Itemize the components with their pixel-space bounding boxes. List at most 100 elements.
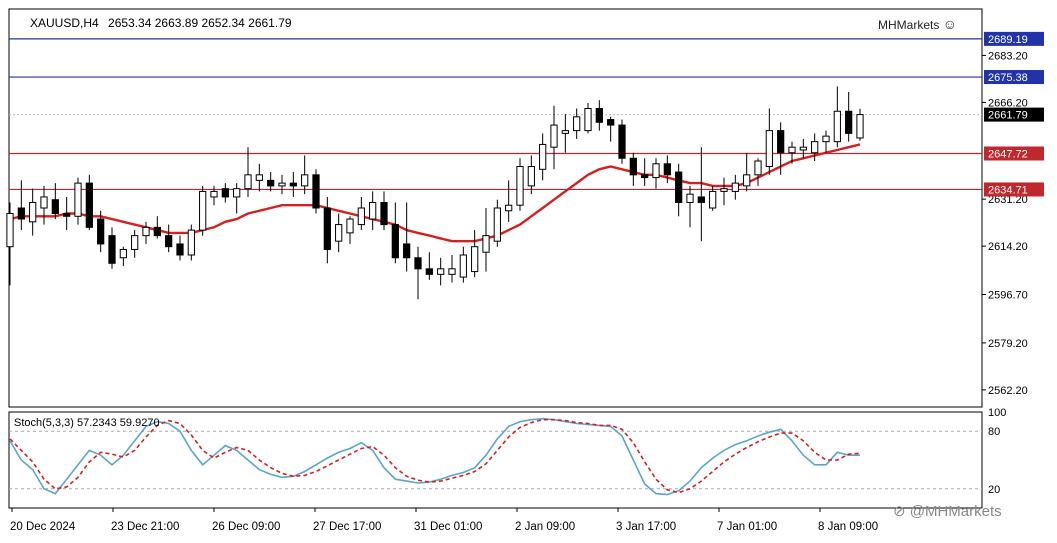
candle-body [482, 235, 490, 253]
stochastic-lines [9, 417, 861, 496]
last-price-label: 2661.79 [988, 110, 1028, 122]
candle-body [595, 108, 603, 123]
candle-body [720, 188, 728, 192]
candle-body [437, 268, 445, 275]
stochastic-main-line [9, 417, 860, 496]
candle-body [561, 130, 569, 134]
time-tick-label: 20 Dec 2024 [10, 521, 76, 533]
stochastic-title: Stoch(5,3,3) 57.2343 59.9270 [14, 417, 160, 429]
candle-body [323, 207, 331, 250]
stochastic-axis: 100 80 20 [988, 407, 1006, 496]
candle-body [131, 235, 139, 250]
candle-body [244, 174, 252, 190]
candle-body [573, 116, 581, 132]
level-badge-label: 2689.19 [988, 34, 1028, 46]
candle-body [754, 160, 762, 176]
candle-body [697, 196, 705, 203]
symbol-label: XAUUSD,H4 [30, 16, 99, 30]
candle-body [176, 243, 184, 256]
candle-body [221, 188, 229, 198]
candle-body [731, 182, 739, 192]
level-badge [984, 146, 1044, 161]
watermark-text: @MHMarkets [909, 503, 1002, 520]
candle-body [278, 182, 286, 187]
candle-body [629, 157, 637, 176]
last-price-badge [984, 107, 1044, 122]
candle-body [584, 108, 592, 132]
candle-body [822, 135, 830, 143]
time-tick-label: 2 Jan 09:00 [515, 521, 575, 533]
chart-header: XAUUSD,H4 2653.34 2663.89 2652.34 2661.7… [30, 16, 292, 30]
candle-body [63, 213, 71, 217]
candle-body [97, 218, 105, 245]
candle-body [856, 114, 864, 139]
candle-body [289, 182, 297, 187]
candle-body [199, 190, 207, 231]
candle-body [743, 174, 751, 187]
candle-body [516, 166, 524, 206]
candle-body [459, 254, 467, 278]
candle-body [187, 229, 195, 256]
brand-label: MHMarkets [878, 18, 940, 32]
smiley-icon: ☺ [942, 16, 957, 32]
candle-body [403, 243, 411, 259]
stochastic-signal-line [9, 418, 861, 494]
candle-body [335, 224, 343, 242]
time-tick-label: 7 Jan 01:00 [717, 521, 777, 533]
candle-body [471, 246, 479, 273]
price-tick-label: 2596.70 [988, 290, 1028, 302]
price-tick-label: 2683.20 [988, 50, 1028, 62]
level-badge-label: 2675.38 [988, 72, 1028, 84]
candle-body [663, 163, 671, 176]
price-axis: 2683.20 2666.20 2631.20 2614.20 2596.70 2579.… [982, 31, 1044, 397]
stochastic-tick-label: 100 [988, 407, 1006, 419]
candle-body [686, 193, 694, 203]
candle-body [675, 171, 683, 203]
candle-body [845, 110, 853, 134]
candle-body [312, 174, 320, 209]
time-tick-label: 8 Jan 09:00 [818, 521, 878, 533]
candle-body [414, 257, 422, 270]
candle-body [777, 130, 785, 154]
candle-body [267, 179, 275, 187]
candle-body [505, 204, 513, 212]
candle-body [165, 235, 173, 248]
candle-body [618, 124, 626, 159]
candle-body [153, 226, 161, 237]
time-tick-label: 3 Jan 17:00 [616, 521, 676, 533]
candle-body [550, 124, 558, 148]
candle-body [301, 174, 309, 187]
candle-body [811, 141, 819, 154]
candle-body [210, 190, 218, 198]
candle-body [74, 182, 82, 217]
candle-body [391, 224, 399, 259]
level-badge [984, 182, 1044, 197]
candle-body [833, 110, 841, 143]
watermark: ⊘ @MHMarkets [893, 502, 1002, 520]
level-badge-label: 2647.72 [988, 148, 1028, 160]
time-tick-label: 27 Dec 17:00 [313, 521, 381, 533]
price-tick-label: 2666.20 [988, 97, 1028, 109]
candle-body [357, 207, 365, 226]
candle-body [29, 201, 37, 223]
ohlc-values: 2653.34 2663.89 2652.34 2661.79 [108, 16, 292, 30]
watermark-icon: ⊘ [893, 503, 906, 520]
horizontal-levels [9, 38, 982, 191]
ma-line [9, 143, 861, 243]
candle-body [369, 201, 377, 220]
candle-body [765, 130, 773, 168]
moving-average [9, 143, 861, 243]
candle-body [709, 190, 717, 209]
time-tick-label: 31 Dec 01:00 [414, 521, 482, 533]
candle-body [6, 213, 14, 248]
candle-body [233, 188, 241, 198]
candle-body [493, 207, 501, 242]
stochastic-border [8, 411, 983, 509]
candle-body [40, 196, 48, 209]
level-badge [984, 70, 1044, 85]
time-tick-label: 23 Dec 21:00 [111, 521, 179, 533]
candle-body [255, 174, 263, 181]
candle-body [527, 166, 535, 187]
time-axis: 20 Dec 2024 23 Dec 21:00 26 Dec 09:00 27 De… [10, 508, 878, 533]
